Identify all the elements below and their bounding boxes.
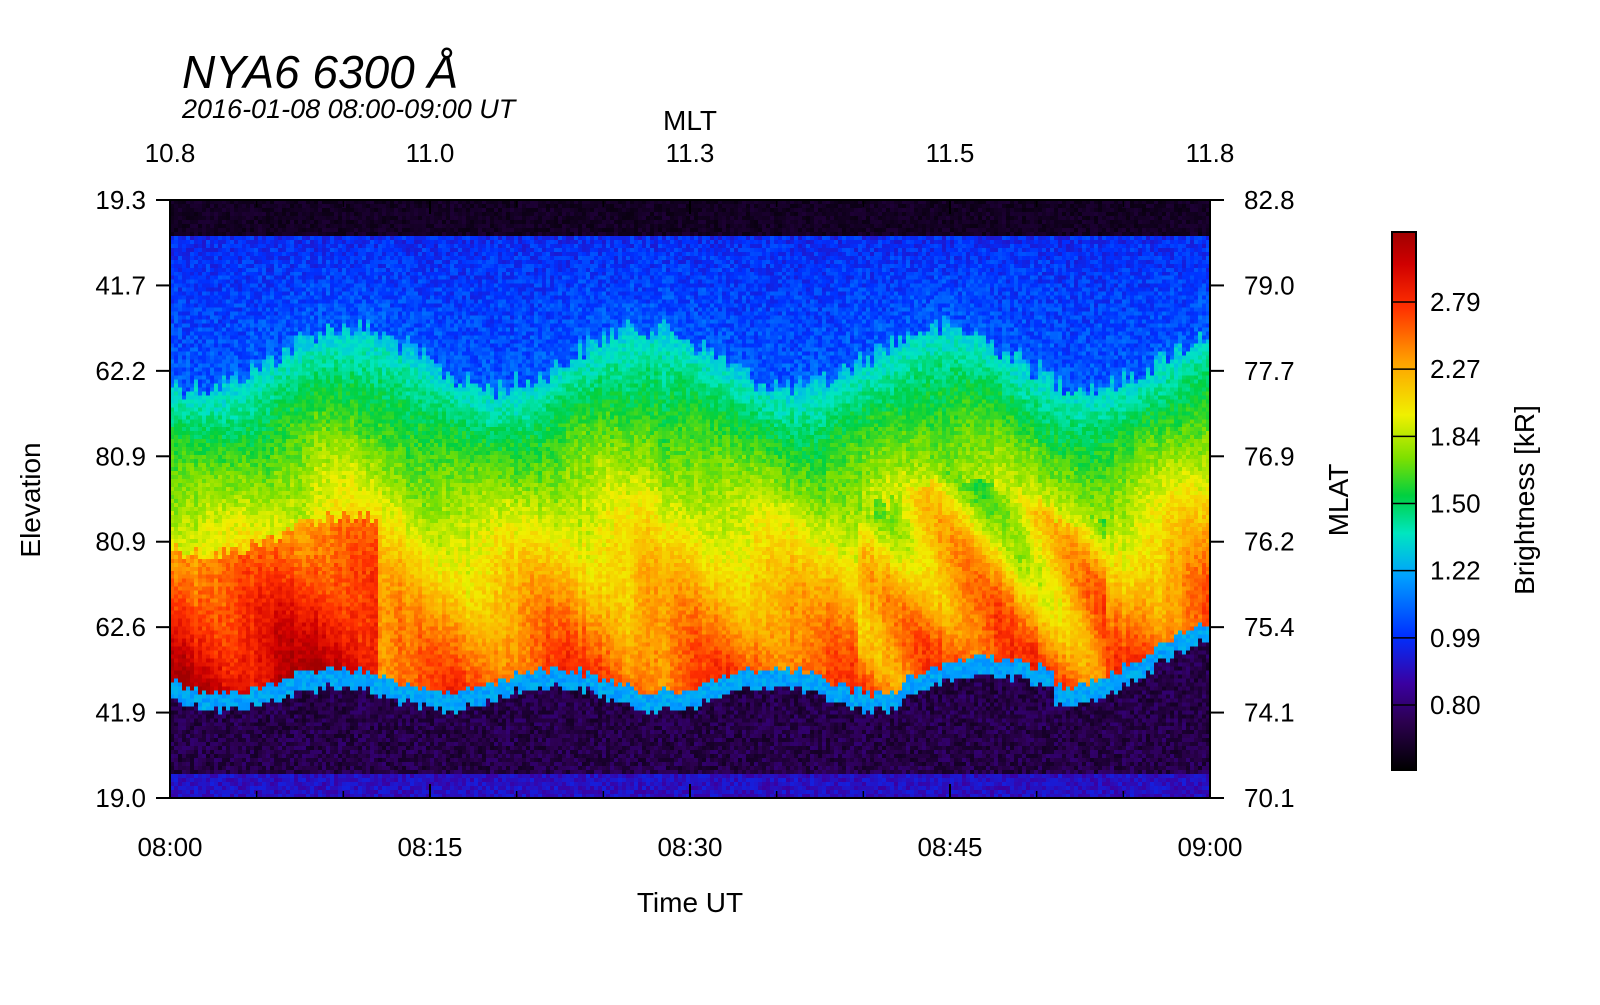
colorbar-tick-label: 1.22 [1430, 556, 1481, 586]
colorbar-ticks: 2.79 2.27 1.84 1.50 1.22 0.99 0.80 [1392, 287, 1481, 720]
right-tick-label: 82.8 [1244, 185, 1295, 215]
y-tick-label: 41.7 [95, 270, 146, 300]
y-tick-label: 19.3 [95, 185, 146, 215]
top-ticks: 10.8 11.0 11.3 11.5 11.8 [145, 138, 1235, 214]
y-tick-label: 62.6 [95, 612, 146, 642]
x-tick-label: 08:15 [397, 832, 462, 862]
right-tick-label: 74.1 [1244, 698, 1295, 728]
x-tick-label: 09:00 [1177, 832, 1242, 862]
colorbar-tick-label: 2.79 [1430, 287, 1481, 317]
colorbar-tick-label: 1.84 [1430, 421, 1481, 451]
top-tick-label: 11.0 [406, 138, 455, 168]
y-axis-label: Elevation [15, 442, 46, 557]
y-tick-label: 80.9 [95, 441, 146, 471]
right-tick-label: 79.0 [1244, 270, 1295, 300]
x-axis-label: Time UT [637, 887, 743, 918]
top-tick-label: 11.5 [926, 138, 975, 168]
colorbar [1391, 231, 1417, 771]
x-tick-label: 08:45 [917, 832, 982, 862]
top-tick-label: 11.8 [1186, 138, 1235, 168]
right-axis-label: MLAT [1323, 464, 1354, 537]
right-tick-label: 70.1 [1244, 783, 1295, 813]
y-tick-label: 62.2 [95, 356, 146, 386]
chart-subtitle: 2016-01-08 08:00-09:00 UT [181, 94, 518, 124]
chart-title: NYA6 6300 Å [182, 46, 458, 98]
right-tick-label: 77.7 [1244, 356, 1295, 386]
x-tick-label: 08:30 [657, 832, 722, 862]
colorbar-tick-label: 0.80 [1430, 690, 1481, 720]
y-tick-label: 19.0 [95, 783, 146, 813]
right-tick-label: 76.9 [1244, 441, 1295, 471]
colorbar-tick-label: 2.27 [1430, 354, 1481, 384]
heatmap-image [170, 200, 1210, 798]
heatmap [170, 200, 1210, 798]
y-tick-label: 41.9 [95, 698, 146, 728]
right-tick-label: 75.4 [1244, 612, 1295, 642]
colorbar-tick-label: 1.50 [1430, 489, 1481, 519]
colorbar-tick-label: 0.99 [1430, 623, 1481, 653]
top-tick-label: 11.3 [666, 138, 715, 168]
y-ticks: 19.3 41.7 62.2 80.9 80.9 62.6 41.9 19.0 [95, 185, 170, 813]
right-tick-label: 76.2 [1244, 527, 1295, 557]
x-tick-label: 08:00 [137, 832, 202, 862]
top-tick-label: 10.8 [145, 138, 196, 168]
y-tick-label: 80.9 [95, 527, 146, 557]
top-axis-label: MLT [663, 105, 717, 136]
colorbar-label: Brightness [kR] [1509, 405, 1540, 595]
right-ticks: 82.8 79.0 77.7 76.9 76.2 75.4 74.1 70.1 [1210, 185, 1295, 813]
